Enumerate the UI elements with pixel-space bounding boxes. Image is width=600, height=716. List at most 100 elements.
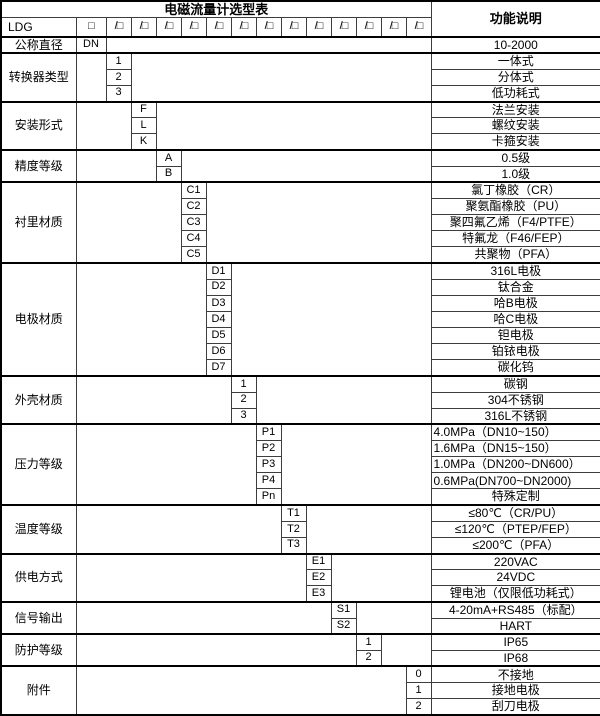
model-slot-13: /□ [405,17,432,38]
category-label: 防护等级 [0,633,77,667]
table-row: Pn 特殊定制 [1,488,600,506]
model-slot-9: /□ [305,17,332,38]
table-row: 精度等级 A 0.5级 [0,148,600,183]
code-cell: B [155,165,182,183]
blank-cell [75,100,132,151]
desc-cell: 法兰安装 [430,100,600,119]
table-row: 2 分体式 [1,68,600,86]
table-row: 2 刮刀电极 [1,698,600,716]
desc-cell: 1.6MPa（DN15~150） [430,440,600,458]
code-cell: L [130,117,157,135]
blank-cell [305,504,432,555]
category-label: 电极材质 [0,261,77,377]
desc-cell: 聚氨酯橡胶（PU） [430,197,600,216]
model-slot-8: /□ [280,17,307,38]
model-code-row: LDG □ /□/□/□/□/□/□/□/□/□/□/□/□/□ [0,17,600,38]
blank-cell [75,504,282,555]
code-cell: 1 [230,374,257,393]
code-cell: 2 [355,649,382,667]
blank-cell [75,600,332,635]
desc-cell: 碳化钨 [430,359,600,377]
model-prefix: LDG [0,17,77,38]
code-cell: 1 [105,52,132,70]
blank-cell [180,148,432,183]
code-cell: D1 [205,261,232,280]
table-row: 电极材质 D1 316L电极 [0,261,600,377]
category-label: 附件 [0,665,77,716]
desc-cell: 10-2000 [430,35,600,54]
desc-cell: 螺纹安装 [430,117,600,135]
desc-cell: 低功耗式 [430,84,600,103]
table-row: 安装形式 F 法兰安装 [0,100,600,151]
table-row: 2 IP68 [1,649,600,667]
table-row: B 1.0级 [1,165,600,183]
model-slot-10: /□ [330,17,357,38]
desc-cell: 1.0MPa（DN200~DN600） [430,456,600,474]
table-row: L 螺纹安装 [1,117,600,135]
desc-cell: 0.6MPa(DN700~DN2000) [430,472,600,490]
table-row: 外壳材质 1 碳钢 [0,374,600,425]
blank-cell [75,552,307,603]
code-cell: DN [75,35,107,54]
desc-cell: 316L电极 [430,261,600,280]
table-row: 1 接地电极 [1,682,600,700]
desc-cell: 1.0级 [430,165,600,183]
model-slot-4: /□ [180,17,207,38]
desc-cell: 共聚物（PFA） [430,246,600,264]
category-label: 安装形式 [0,100,77,151]
blank-cell [330,552,432,603]
blank-cell [75,261,207,377]
code-cell: 3 [105,84,132,103]
desc-cell: ≤120℃（PTEP/FEP） [430,520,600,538]
code-cell: D2 [205,278,232,296]
code-cell: 2 [405,698,432,716]
desc-cell: HART [430,617,600,635]
code-cell: D7 [205,359,232,377]
code-cell: 1 [355,633,382,651]
blank-cell [75,52,107,103]
desc-cell: 氯丁橡胶（CR） [430,181,600,199]
table-row: 防护等级 1 IP65 [0,633,600,667]
desc-cell: ≤80℃（CR/PU） [430,504,600,522]
code-cell: Pn [255,488,282,506]
code-cell: 2 [230,391,257,409]
table-row: D6 铂铱电极 [1,343,600,361]
blank-cell [75,374,232,425]
code-cell: C5 [180,246,207,264]
code-cell: C2 [180,197,207,216]
desc-cell: 碳钢 [430,374,600,393]
category-label: 转换器类型 [0,52,77,103]
desc-cell: 锂电池（仅限低功耗式） [430,585,600,603]
code-cell: D3 [205,294,232,312]
desc-cell: 316L不锈钢 [430,407,600,425]
desc-cell: 卡箍安装 [430,133,600,151]
blank-cell [255,374,432,425]
desc-cell: 哈B电极 [430,294,600,312]
desc-cell: 哈C电极 [430,310,600,329]
table-row: D2 钛合金 [1,278,600,296]
desc-cell: 钽电极 [430,327,600,345]
code-cell: 0 [405,665,432,684]
code-cell: S1 [330,600,357,619]
blank-cell [75,665,407,716]
blank-cell [380,633,432,667]
blank-cell [75,181,182,264]
desc-cell: ≤200℃（PFA） [430,536,600,555]
model-slot-11: /□ [355,17,382,38]
code-cell: P3 [255,456,282,474]
desc-cell: 4.0MPa（DN10~150） [430,423,600,442]
model-slot-3: /□ [155,17,182,38]
blank-cell [75,423,257,506]
code-cell: A [155,148,182,167]
code-cell: T1 [280,504,307,522]
desc-cell: 钛合金 [430,278,600,296]
desc-cell: 304不锈钢 [430,391,600,409]
desc-cell: 特氟龙（F46/FEP） [430,230,600,248]
model-slot-6: /□ [230,17,257,38]
desc-cell: 0.5级 [430,148,600,167]
function-column-header: 功能说明 [430,0,600,38]
category-label: 精度等级 [0,148,77,183]
desc-cell: 刮刀电极 [430,698,600,716]
blank-cell [280,423,432,506]
